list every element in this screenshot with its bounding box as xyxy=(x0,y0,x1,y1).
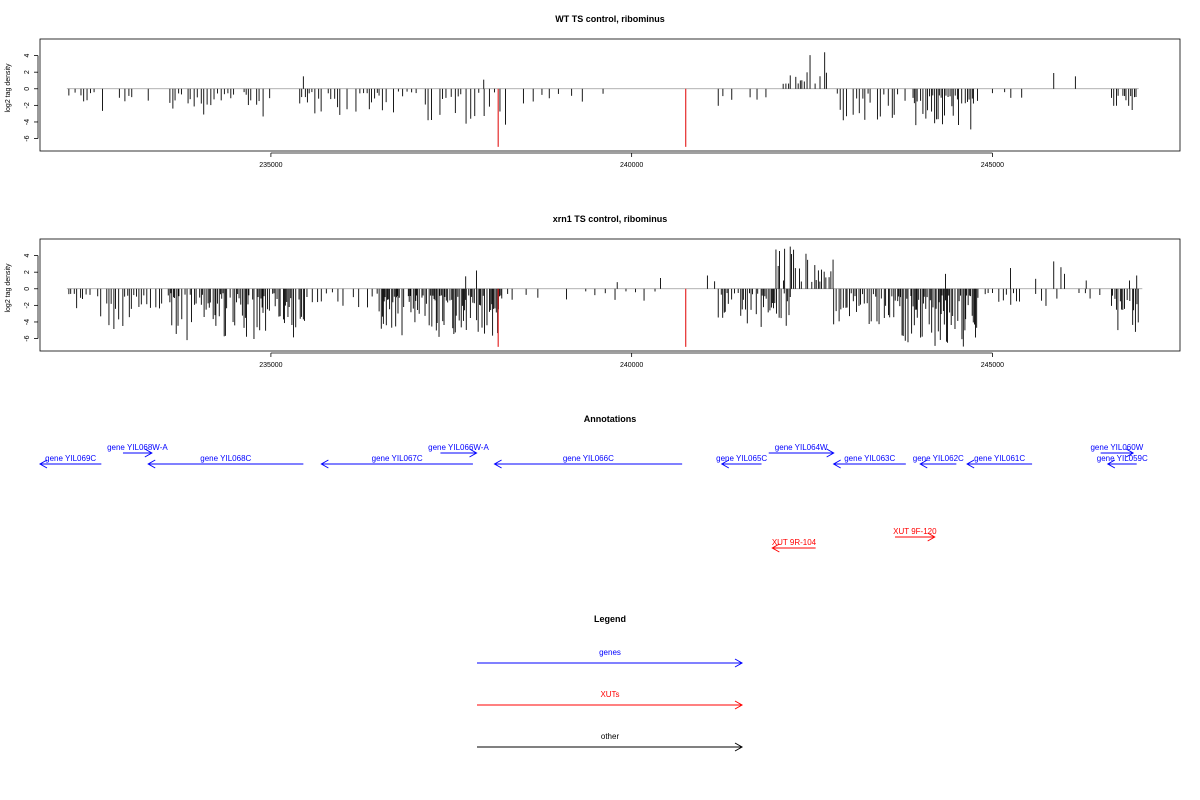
xrn1-panel-title: xrn1 TS control, ribominus xyxy=(553,214,668,224)
gene-label-gene-yil063c: gene YIL063C xyxy=(844,454,895,463)
gene-label-gene-yil069c: gene YIL069C xyxy=(45,454,96,463)
wt-panel-title: WT TS control, ribominus xyxy=(555,14,665,24)
gene-label-gene-yil060w: gene YIL060W xyxy=(1090,443,1143,452)
gene-label-gene-yil067c: gene YIL067C xyxy=(372,454,423,463)
gene-label-gene-yil068c: gene YIL068C xyxy=(200,454,251,463)
legend-title: Legend xyxy=(594,614,626,624)
wt-x-tick-label: 245000 xyxy=(981,162,1004,169)
gene-arrow-gene-yil062c xyxy=(919,459,957,469)
annotations-title: Annotations xyxy=(584,414,637,424)
gene-arrow-gene-yil064w xyxy=(768,448,835,458)
gene-arrow-gene-yil068w-a xyxy=(122,448,153,458)
xrn1-y-tick-label: 2 xyxy=(24,270,31,274)
wt-y-tick-label: 4 xyxy=(24,54,31,58)
xut-label-xut-9f-120: XUT 9F-120 xyxy=(893,527,937,536)
gene-label-gene-yil061c: gene YIL061C xyxy=(974,454,1025,463)
wt-y-tick-label: -4 xyxy=(24,119,31,125)
gene-label-gene-yil068w-a: gene YIL068W-A xyxy=(107,443,168,452)
gene-label-gene-yil065c: gene YIL065C xyxy=(716,454,767,463)
gene-arrow-gene-yil065c xyxy=(720,459,762,469)
gene-arrow-gene-yil061c xyxy=(966,459,1033,469)
gene-label-gene-yil066c: gene YIL066C xyxy=(563,454,614,463)
wt-y-axis-label: log2 tag density xyxy=(5,63,12,113)
gene-label-gene-yil062c: gene YIL062C xyxy=(913,454,964,463)
annotation-items: gene YIL069C gene YIL068W-A gene YIL068C ge… xyxy=(38,443,1148,553)
xrn1-bars xyxy=(66,246,1143,347)
wt-y-tick-label: -6 xyxy=(24,135,31,141)
wt-x-tick-label: 240000 xyxy=(620,162,643,169)
gene-arrow-gene-yil068c xyxy=(147,459,304,469)
gene-arrow-gene-yil066c xyxy=(493,459,683,469)
gene-arrow-gene-yil059c xyxy=(1106,459,1137,469)
xrn1-x-tick-label: 240000 xyxy=(620,362,643,369)
legend-items: genes XUTs other xyxy=(477,648,744,752)
wt-y-tick-label: 0 xyxy=(24,87,31,91)
legend-label-other: other xyxy=(601,732,620,741)
wt-density-panel: WT TS control, ribominus log2 tag densit… xyxy=(5,14,1181,169)
xut-arrow-xut-9r-104 xyxy=(771,543,816,553)
legend-arrow-xuts xyxy=(477,700,744,710)
xut-label-xut-9r-104: XUT 9R-104 xyxy=(772,538,817,547)
gene-label-gene-yil066w-a: gene YIL066W-A xyxy=(428,443,489,452)
xrn1-plot-frame xyxy=(39,238,1181,352)
legend: Legend genes XUTs other xyxy=(477,614,744,752)
xrn1-y-tick-label: -6 xyxy=(24,335,31,341)
gene-arrow-gene-yil060w xyxy=(1100,448,1135,458)
gene-label-gene-yil059c: gene YIL059C xyxy=(1097,454,1148,463)
xrn1-x-tick-label: 245000 xyxy=(981,362,1004,369)
xrn1-y-tick-label: 4 xyxy=(24,254,31,258)
xrn1-y-tick-label: -2 xyxy=(24,302,31,308)
gene-label-gene-yil064w: gene YIL064W xyxy=(775,443,828,452)
xut-arrow-xut-9f-120 xyxy=(895,532,936,542)
legend-label-genes: genes xyxy=(599,648,621,657)
xrn1-axes: 4 2 0 -2 -4 -6 235000 240000 245000 xyxy=(24,254,1004,369)
xrn1-y-axis-label: log2 tag density xyxy=(5,263,12,313)
xrn1-x-tick-label: 235000 xyxy=(259,362,282,369)
legend-label-xuts: XUTs xyxy=(600,690,619,699)
gene-arrow-gene-yil066w-a xyxy=(440,448,478,458)
gene-arrow-gene-yil063c xyxy=(832,459,906,469)
wt-x-tick-label: 235000 xyxy=(259,162,282,169)
legend-arrow-genes xyxy=(477,658,744,668)
wt-axes: 4 2 0 -2 -4 -6 235000 240000 245000 xyxy=(24,54,1004,169)
wt-bars xyxy=(66,52,1139,147)
wt-y-tick-label: -2 xyxy=(24,102,31,108)
gene-arrow-gene-yil067c xyxy=(320,459,473,469)
xrn1-y-tick-label: -4 xyxy=(24,319,31,325)
wt-plot-frame xyxy=(39,38,1181,152)
xrn1-y-tick-label: 0 xyxy=(24,287,31,291)
legend-arrow-other xyxy=(477,742,744,752)
gene-arrow-gene-yil069c xyxy=(38,459,102,469)
xrn1-density-panel: xrn1 TS control, ribominus log2 tag dens… xyxy=(5,214,1181,369)
wt-y-tick-label: 2 xyxy=(24,70,31,74)
